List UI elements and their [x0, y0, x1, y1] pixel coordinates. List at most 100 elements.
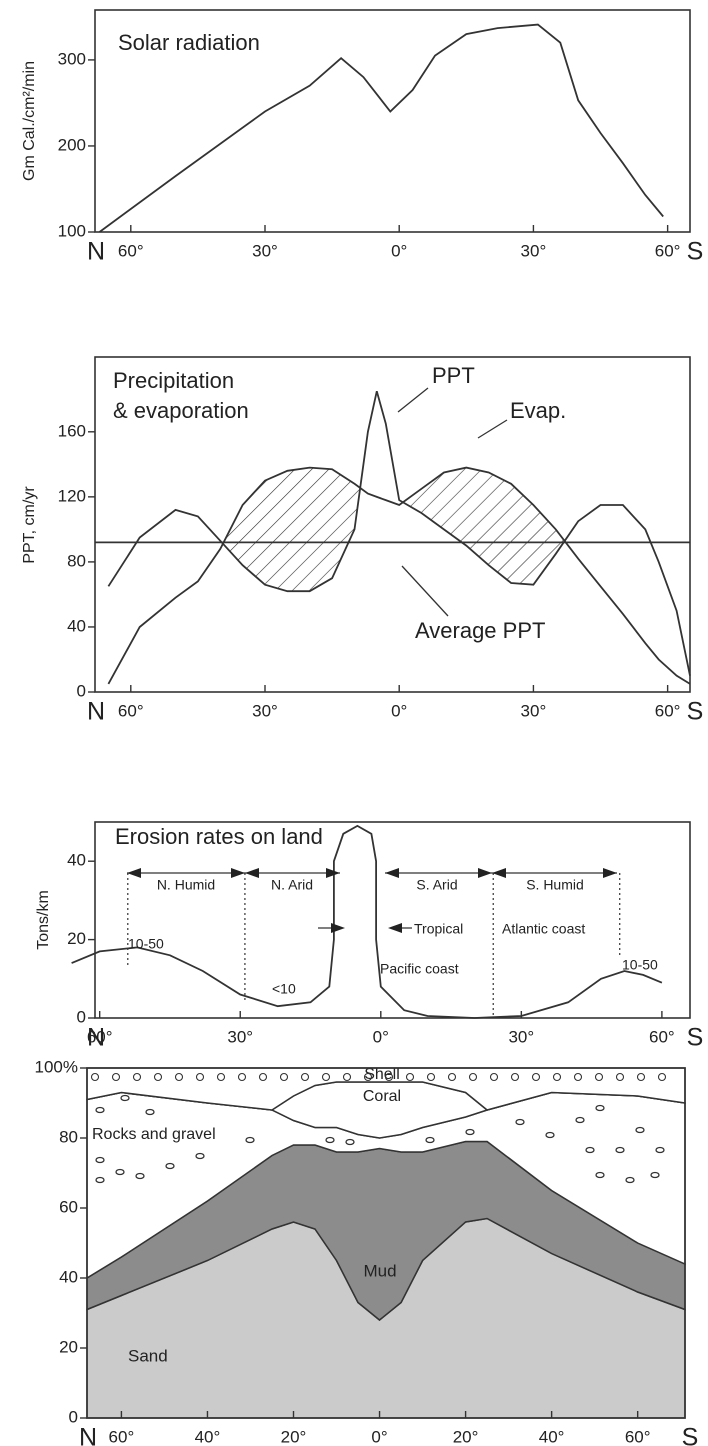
layer-label: Rocks and gravel	[92, 1126, 216, 1143]
plot-area	[86, 1067, 686, 1419]
shell-symbol	[342, 1072, 352, 1082]
y-axis-label: Gm Cal./cm²/min	[21, 61, 38, 181]
y-tick-label: 80	[67, 551, 86, 570]
x-tick-label: 0°	[391, 701, 407, 720]
shell-symbol	[153, 1072, 163, 1082]
x-tick-label: 20°	[281, 1427, 307, 1446]
y-tick-label: 60	[59, 1197, 78, 1216]
layer-label: Coral	[363, 1088, 401, 1105]
leader	[477, 419, 508, 439]
shell-symbol	[636, 1072, 646, 1082]
x-tick-label: 30°	[252, 701, 278, 720]
x-tick-label: 30°	[227, 1027, 253, 1046]
chart-title: Erosion rates on land	[115, 824, 323, 849]
x-end-label: N	[87, 1024, 105, 1052]
y-tick-label: 0	[77, 1007, 86, 1026]
x-tick-label: 60°	[118, 701, 144, 720]
annotation: Tropical	[414, 921, 463, 937]
deficit-hatch	[222, 467, 361, 592]
x-tick-label: 60°	[655, 701, 681, 720]
y-tick-label: 100%	[35, 1057, 78, 1076]
arrow-head	[231, 868, 245, 878]
shell-symbol	[510, 1072, 520, 1082]
arrow-head	[385, 868, 399, 878]
y-tick-label: 200	[58, 135, 86, 154]
shell-symbol	[279, 1072, 289, 1082]
arrow-head	[331, 923, 345, 933]
arrow-head	[127, 868, 141, 878]
arrow-head	[603, 868, 617, 878]
x-tick-label: 30°	[521, 241, 547, 260]
y-axis-label: PPT, cm/yr	[21, 486, 38, 564]
plot-frame	[94, 821, 691, 1019]
series-line	[98, 23, 664, 233]
annotation: 10-50	[622, 957, 658, 973]
y-tick-label: 100	[58, 221, 86, 240]
x-tick-label: 0°	[371, 1427, 387, 1446]
annotation: N. Arid	[271, 877, 313, 893]
shell-symbol	[657, 1072, 667, 1082]
y-tick-label: 300	[58, 49, 86, 68]
shell-symbol	[468, 1072, 478, 1082]
plot-frame	[94, 9, 691, 233]
annotation: N. Humid	[157, 877, 215, 893]
shell-symbol	[258, 1072, 268, 1082]
shell-symbol	[300, 1072, 310, 1082]
shell-symbol	[447, 1072, 457, 1082]
shell-symbol	[573, 1072, 583, 1082]
y-tick-label: 20	[59, 1337, 78, 1356]
x-end-label: N	[87, 698, 105, 726]
leader	[397, 387, 429, 413]
layer-label: Sand	[128, 1346, 168, 1365]
shell-symbol	[237, 1072, 247, 1082]
x-tick-label: 60°	[655, 241, 681, 260]
shell-symbol	[216, 1072, 226, 1082]
x-end-label: S	[687, 238, 704, 266]
layer-label: Mud	[363, 1261, 396, 1280]
x-end-label: S	[682, 1424, 699, 1446]
chart-title: & evaporation	[113, 398, 249, 423]
shell-symbol	[615, 1072, 625, 1082]
layer-label: Shell	[364, 1066, 400, 1083]
x-tick-label: 60°	[87, 1027, 113, 1046]
y-tick-label: 0	[77, 681, 86, 700]
arrow-head	[326, 868, 340, 878]
shell-symbol	[594, 1072, 604, 1082]
shell-symbol	[426, 1072, 436, 1082]
leader	[401, 565, 449, 617]
annotation: 10-50	[128, 936, 164, 952]
x-tick-label: 60°	[649, 1027, 675, 1046]
plot-frame	[86, 1067, 686, 1419]
y-tick-label: 0	[69, 1407, 78, 1426]
shell-symbol	[90, 1072, 100, 1082]
x-end-label: S	[687, 1024, 704, 1052]
shell-symbol	[363, 1072, 373, 1082]
plot-frame	[94, 356, 691, 693]
series-label: PPT	[432, 363, 475, 388]
y-tick-label: 80	[59, 1127, 78, 1146]
y-axis-label: Tons/km	[35, 890, 52, 950]
shell-symbol	[384, 1072, 394, 1082]
annotation: Atlantic coast	[502, 921, 585, 937]
x-tick-label: 40°	[195, 1427, 221, 1446]
y-tick-label: 40	[67, 616, 86, 635]
shell-symbol	[405, 1072, 415, 1082]
shell-symbol	[174, 1072, 184, 1082]
x-tick-label: 30°	[508, 1027, 534, 1046]
y-tick-label: 40	[59, 1267, 78, 1286]
shell-symbol	[552, 1072, 562, 1082]
x-tick-label: 0°	[373, 1027, 389, 1046]
y-tick-label: 120	[58, 486, 86, 505]
x-tick-label: 30°	[252, 241, 278, 260]
chart-title: Precipitation	[113, 368, 234, 393]
shell-symbol	[111, 1072, 121, 1082]
annotation: Pacific coast	[380, 961, 459, 977]
series-label: Evap.	[510, 398, 566, 423]
arrow-head	[478, 868, 492, 878]
rock-symbols	[95, 1094, 665, 1184]
shell-symbol	[132, 1072, 142, 1082]
shell-symbol	[531, 1072, 541, 1082]
shell-symbol	[195, 1072, 205, 1082]
x-tick-label: 20°	[453, 1427, 479, 1446]
